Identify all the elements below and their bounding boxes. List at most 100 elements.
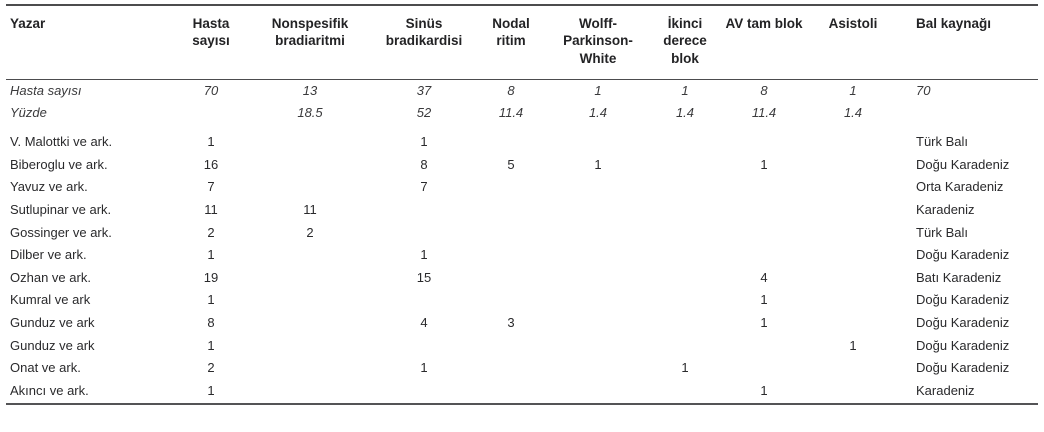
value-cell [476,222,546,245]
value-cell: 4 [420,315,428,331]
value-cell: Doğu Karadeniz [916,156,1010,172]
column-header-nodal-ritim: Nodal ritim [476,5,546,80]
value-cell [650,335,720,358]
value-cell: 3 [507,315,515,331]
column-header-av-tam-blok: AV tam blok [720,5,808,80]
value-cell: 1 [594,82,602,98]
value-cell [650,176,720,199]
value-cell: 1.4 [675,105,695,121]
value-cell [650,154,720,177]
value-cell [808,154,898,177]
value-cell [650,244,720,267]
table-header: Yazar Hasta sayısı Nonspesifik bradiaritmi… [6,5,1038,80]
value-cell: 1 [760,382,768,398]
value-cell [720,222,808,245]
value-cell [650,199,720,222]
value-cell [650,312,720,335]
row-label-cell: Dilber ve ark. [10,247,87,263]
column-header-wolff-parkinson-white: Wolff-Parkinson-White [546,5,650,80]
value-cell: 11 [303,201,317,217]
row-label-cell: Onat ve ark. [10,360,81,376]
value-cell [476,199,546,222]
row-label-cell: Yavuz ve ark. [10,179,88,195]
value-cell: 11.4 [751,105,777,121]
value-cell [650,267,720,290]
table-row: Biberoglu ve ark. 16 8 5 1 1 Doğu Karadeniz [6,154,1038,177]
value-cell [546,222,650,245]
value-cell [372,199,476,222]
value-cell: Doğu Karadeniz [916,360,1010,376]
value-cell: Karadeniz [916,382,975,398]
row-label-cell: Gunduz ve ark [10,315,95,331]
table-body: Hasta sayısı 70 13 37 8 1 1 8 1 70 Yüzde 18.5 52 11.4… [6,79,1038,403]
value-cell: 70 [203,82,219,98]
value-cell [248,267,372,290]
column-header-bal-kaynagi: Bal kaynağı [898,5,1038,80]
value-cell [720,199,808,222]
value-cell [248,289,372,312]
summary-row: Hasta sayısı 70 13 37 8 1 1 8 1 70 [6,79,1038,102]
value-cell [808,125,898,154]
value-cell: 1 [207,382,215,398]
value-cell [546,380,650,404]
row-label-cell: Kumral ve ark [10,292,91,308]
value-cell: Türk Balı [916,224,969,240]
column-header-yazar: Yazar [6,5,174,80]
value-cell: Türk Balı [916,134,969,150]
value-cell: Orta Karadeniz [916,179,1004,195]
table-row: Dilber ve ark. 1 1 Doğu Karadeniz [6,244,1038,267]
value-cell [546,289,650,312]
value-cell [174,102,248,125]
value-cell: 1 [594,156,602,172]
value-cell [546,357,650,380]
row-label-cell: Sutlupinar ve ark. [10,201,112,217]
value-cell [372,380,476,404]
table-row: Akıncı ve ark. 1 1 Karadeniz [6,380,1038,404]
value-cell: 5 [507,156,515,172]
row-label-cell: Gossinger ve ark. [10,224,112,240]
value-cell [720,176,808,199]
value-cell [808,380,898,404]
value-cell [476,335,546,358]
value-cell: Doğu Karadeniz [916,315,1010,331]
value-cell [720,125,808,154]
value-cell: 1.4 [588,105,608,121]
value-cell: 19 [203,269,219,285]
value-cell: 1 [420,247,428,263]
value-cell [476,176,546,199]
column-header-sinus-bradikardisi: Sinüs bradikardisi [372,5,476,80]
value-cell: 13 [302,82,318,98]
value-cell [248,244,372,267]
column-header-ikinci-derece-blok: İkinci derece blok [650,5,720,80]
value-cell: 7 [207,179,215,195]
value-cell [808,312,898,335]
table-row: V. Malottki ve ark. 1 1 Türk Balı [6,125,1038,154]
value-cell: Karadeniz [916,201,975,217]
value-cell: 11 [204,201,218,217]
value-cell: 1 [849,337,857,353]
value-cell [808,199,898,222]
value-cell: 18.5 [297,105,323,121]
value-cell [808,222,898,245]
row-label-cell: Yüzde [10,105,47,121]
value-cell: 8 [420,156,428,172]
row-label-cell: Biberoglu ve ark. [10,156,108,172]
value-cell [248,357,372,380]
value-cell: 1 [681,82,689,98]
value-cell: 1 [207,337,215,353]
value-cell [650,380,720,404]
value-cell [650,289,720,312]
table-row: Gossinger ve ark. 2 2 Türk Balı [6,222,1038,245]
value-cell: 1 [760,315,768,331]
value-cell: 8 [760,82,768,98]
row-label-cell: V. Malottki ve ark. [10,134,113,150]
value-cell [248,125,372,154]
value-cell [720,335,808,358]
value-cell [248,176,372,199]
summary-row: Yüzde 18.5 52 11.4 1.4 1.4 11.4 1.4 [6,102,1038,125]
value-cell [476,244,546,267]
value-cell: 2 [207,224,215,240]
value-cell: 1 [207,292,215,308]
value-cell: 2 [306,224,314,240]
